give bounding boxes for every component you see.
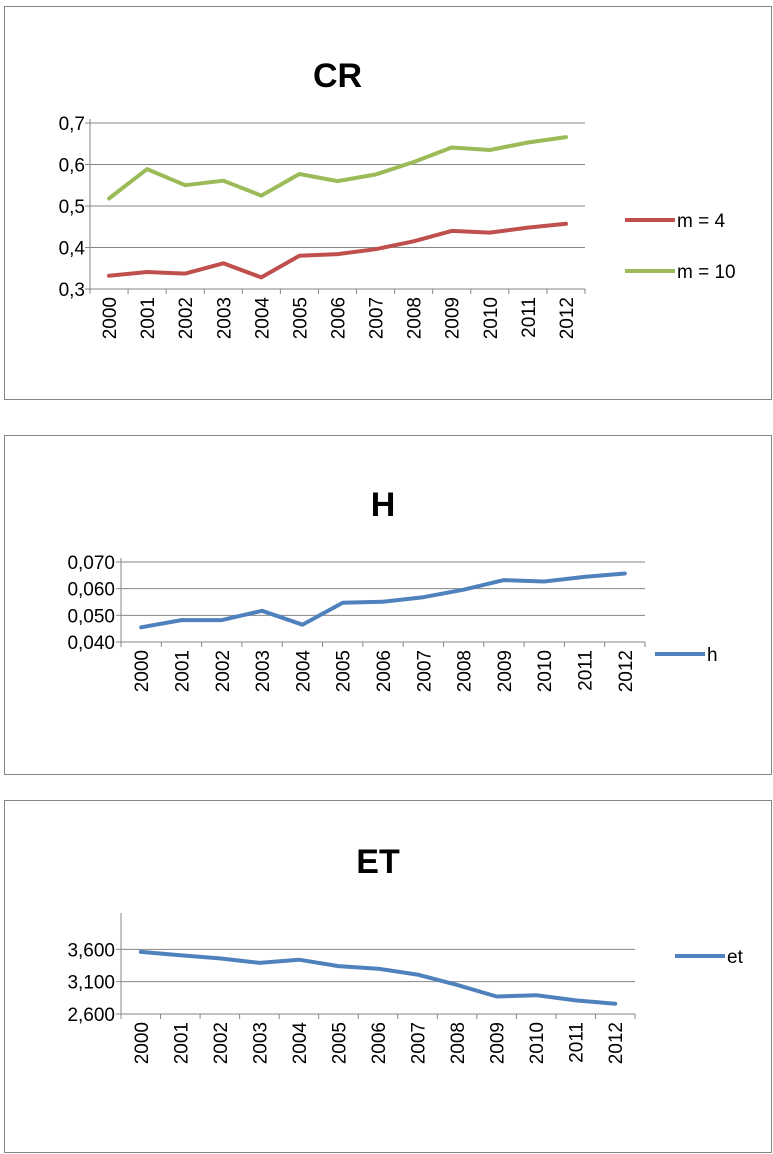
x-tick-label: 2004: [293, 650, 314, 693]
x-tick-label: 2012: [616, 650, 637, 692]
chart-title: H: [371, 486, 396, 524]
y-tick-label: 0,3: [59, 280, 85, 301]
series-line: [107, 221, 568, 280]
x-tick-label: 2005: [290, 297, 311, 339]
chart-et: ET 2,600 3,100 3,600 2000 2001 2002 2003 2004 200…: [67, 843, 744, 1065]
y-tick-label: 0,050: [67, 606, 115, 627]
x-tick-label: 2008: [455, 650, 476, 692]
y-tick-label: 0,7: [59, 114, 85, 135]
x-tick-label: 2006: [329, 297, 350, 339]
x-tick-label: 2008: [405, 297, 426, 339]
x-tick-label: 2001: [138, 297, 159, 339]
y-tick-label: 0,6: [59, 156, 85, 177]
x-tick-label: 2010: [481, 297, 502, 339]
legend-label: m = 10: [677, 262, 736, 283]
legend-label: h: [707, 645, 718, 666]
x-tick-label: 2005: [329, 1022, 350, 1064]
x-tick-label: 2000: [132, 650, 153, 692]
x-tick-label: 2000: [132, 1022, 153, 1064]
x-tick-label: 2008: [448, 1022, 469, 1064]
x-tick-label: 2006: [374, 650, 395, 692]
x-tick-label: 2002: [213, 650, 234, 692]
x-tick-label: 2009: [495, 650, 516, 692]
x-tick-label: 2004: [290, 1022, 311, 1065]
x-tick-label: 2004: [252, 297, 273, 340]
x-tick-label: 2003: [253, 650, 274, 692]
x-tick-label: 2007: [414, 650, 435, 692]
y-tick-label: 0,040: [67, 633, 115, 654]
y-tick-label: 3,600: [67, 940, 115, 961]
chart-panel-h: H 0,040 0,050 0,060 0,070 2000 2001 2002 2003 200…: [4, 435, 772, 775]
x-tick-label: 2012: [606, 1022, 627, 1064]
chart-title: ET: [356, 843, 400, 881]
y-tick-label: 3,100: [67, 973, 115, 994]
y-tick-label: 0,070: [67, 553, 115, 574]
x-tick-label: 2009: [488, 1022, 509, 1064]
x-tick-label: 2001: [171, 1022, 192, 1064]
chart-title: CR: [313, 57, 362, 95]
x-tick-label: 2011: [519, 297, 540, 338]
series-line: [139, 571, 627, 630]
x-tick-label: 2001: [172, 650, 193, 692]
y-tick-label: 0,5: [59, 197, 85, 218]
x-tick-label: 2000: [100, 297, 121, 339]
legend-label: et: [727, 947, 744, 968]
y-tick-label: 0,4: [59, 239, 86, 260]
y-tick-label: 2,600: [67, 1005, 115, 1026]
x-tick-label: 2002: [176, 297, 197, 339]
x-tick-label: 2011: [567, 1022, 588, 1063]
x-tick-label: 2010: [527, 1022, 548, 1064]
x-tick-label: 2007: [409, 1022, 430, 1064]
legend-label: m = 4: [677, 211, 725, 232]
x-tick-label: 2003: [214, 297, 235, 339]
x-tick-label: 2012: [557, 297, 578, 339]
x-tick-label: 2002: [211, 1022, 232, 1064]
chart-h: H 0,040 0,050 0,060 0,070 2000 2001 2002 2003 200…: [67, 486, 718, 693]
y-tick-label: 0,060: [67, 580, 115, 601]
x-tick-label: 2009: [443, 297, 464, 339]
series-line: [138, 949, 618, 1006]
x-tick-label: 2007: [367, 297, 388, 339]
x-tick-label: 2005: [334, 650, 355, 692]
x-tick-label: 2011: [576, 650, 597, 691]
x-tick-label: 2010: [535, 650, 556, 692]
x-tick-label: 2003: [250, 1022, 271, 1064]
chart-panel-cr: CR 0,3 0,4 0,5 0,6 0,7 2000 2001 2002 2003 2004 200…: [4, 6, 772, 400]
series-line: [107, 135, 568, 201]
x-tick-label: 2006: [369, 1022, 390, 1064]
chart-cr: CR 0,3 0,4 0,5 0,6 0,7 2000 2001 2002 2003 2004 200…: [59, 57, 736, 340]
chart-panel-et: ET 2,600 3,100 3,600 2000 2001 2002 2003 2004 200…: [4, 800, 772, 1153]
